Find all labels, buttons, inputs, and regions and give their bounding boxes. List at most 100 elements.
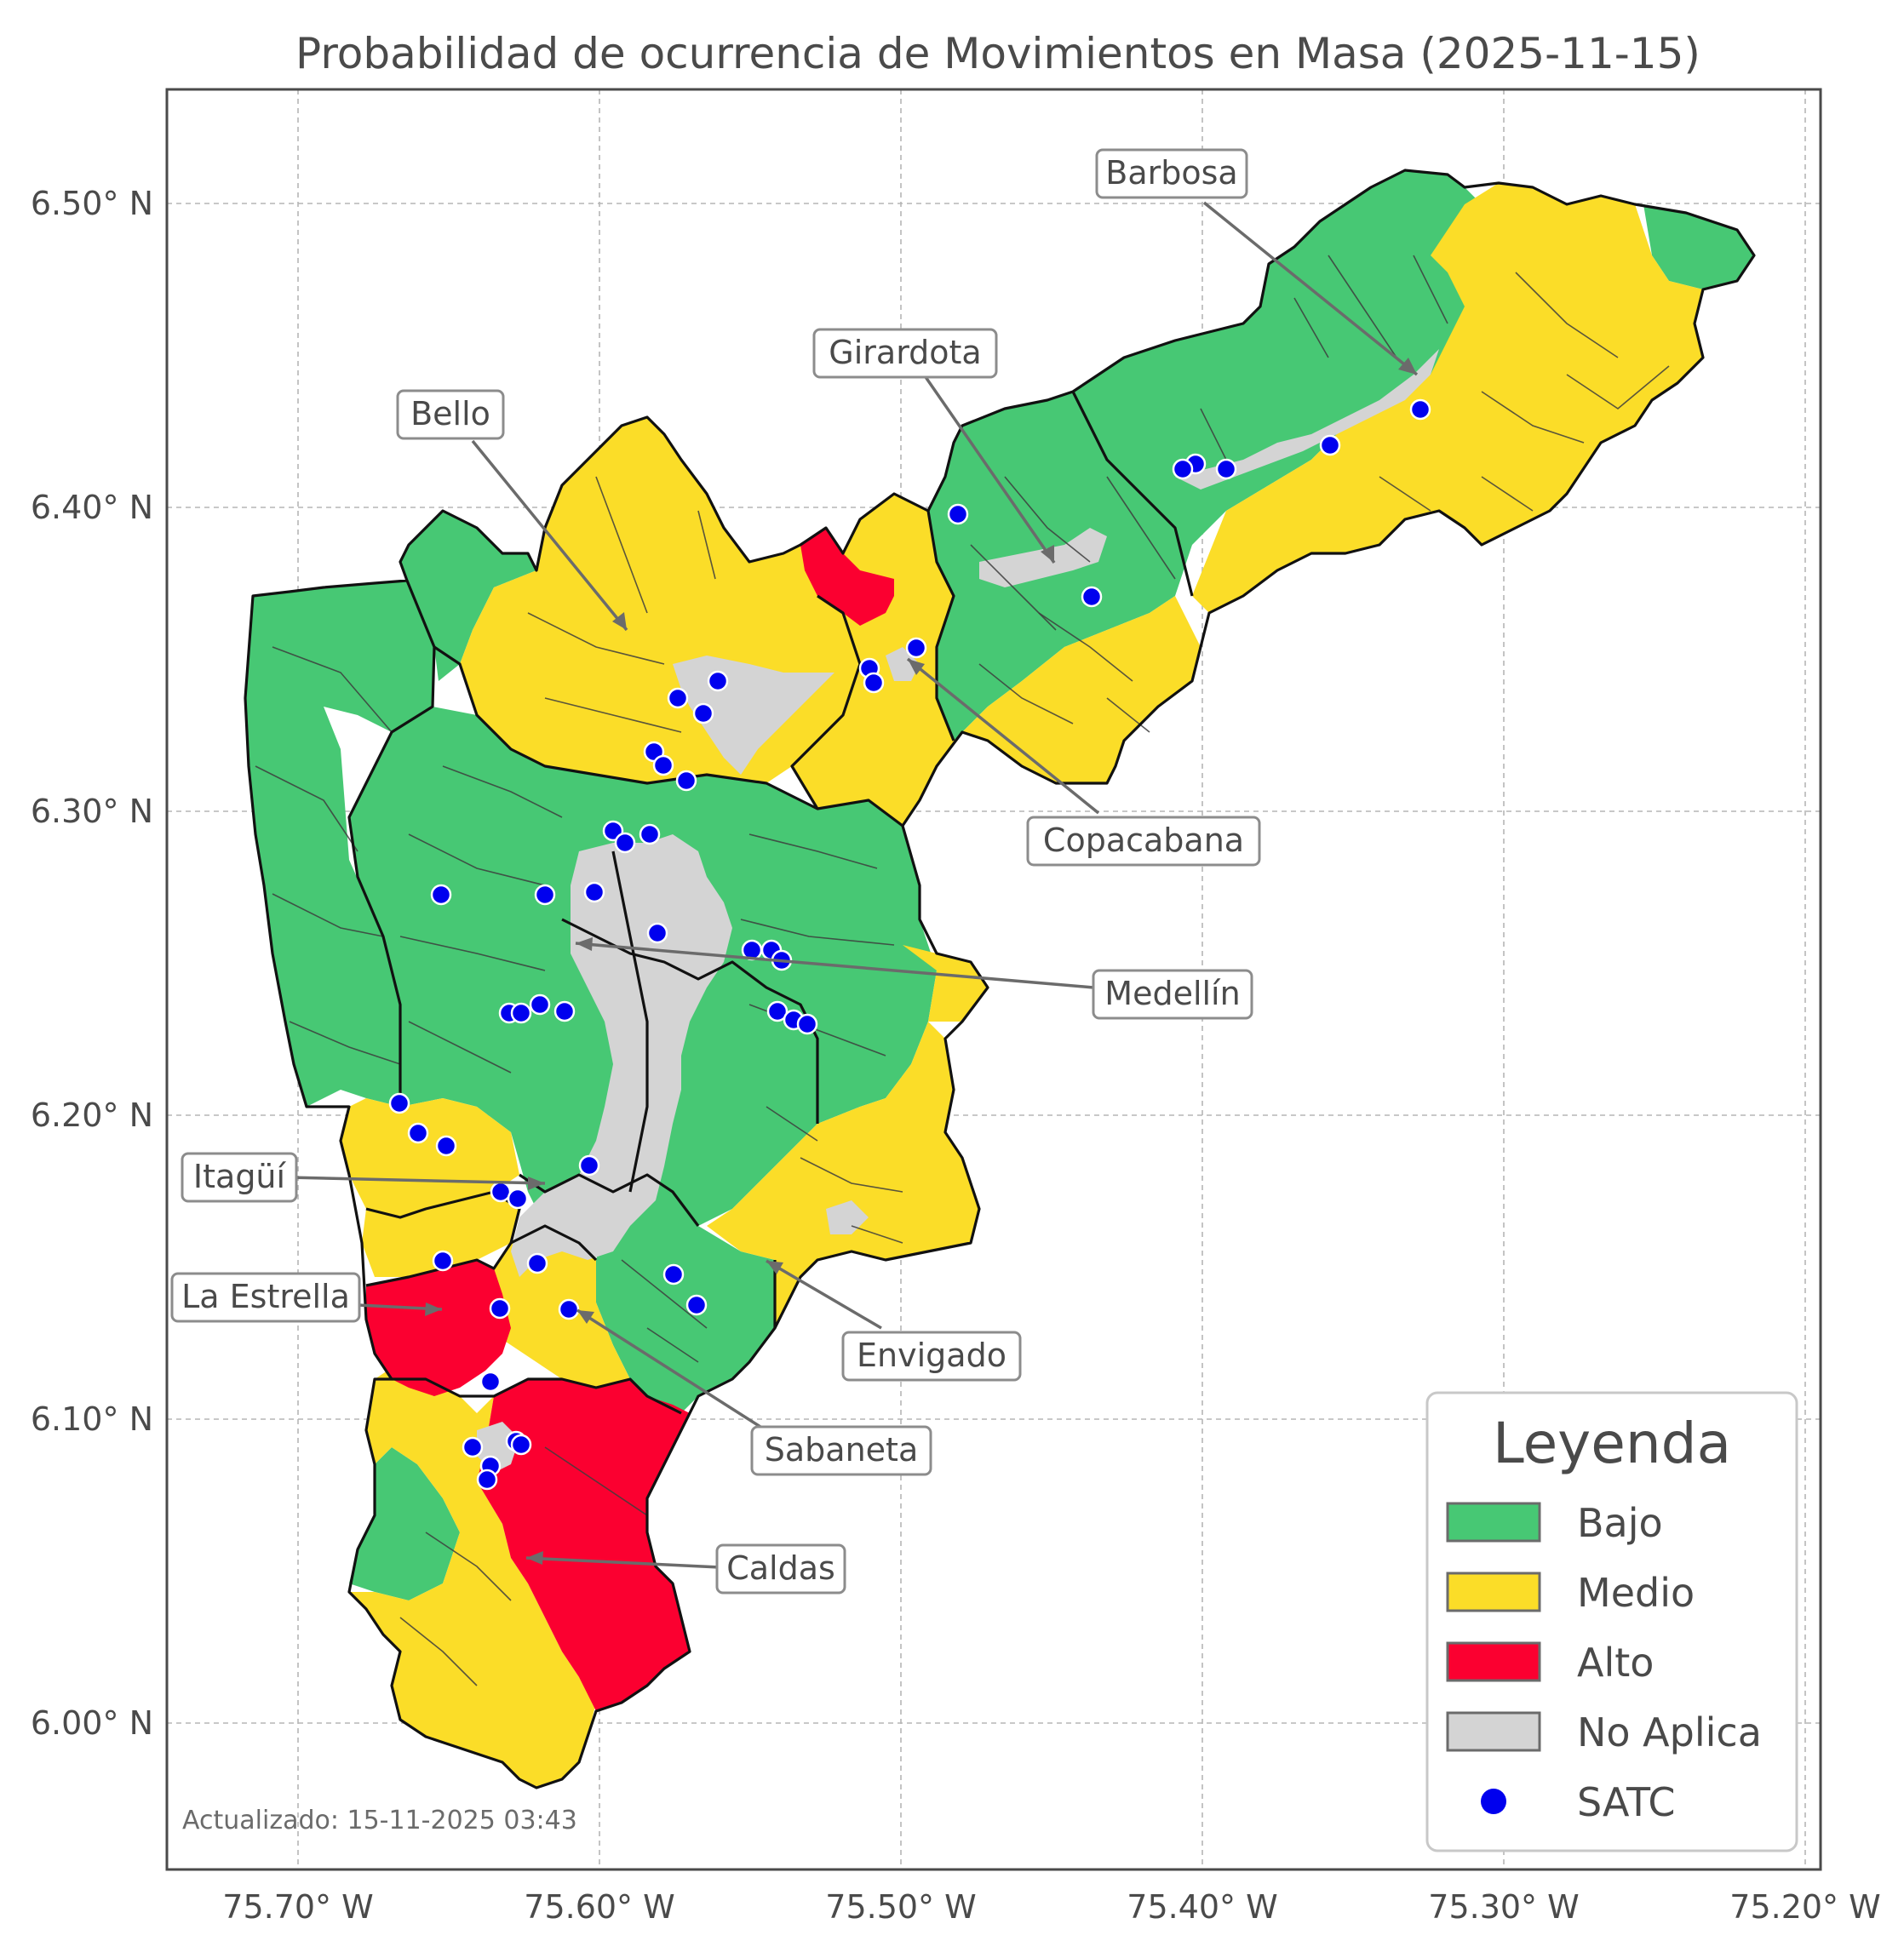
satc-station[interactable] [407, 1122, 429, 1144]
satc-station[interactable] [667, 687, 689, 709]
satc-station[interactable] [529, 993, 551, 1016]
satc-station[interactable] [583, 881, 605, 903]
legend-title: Leyenda [1493, 1411, 1731, 1476]
satc-station[interactable] [652, 754, 674, 776]
zone-bajo-caldas-west [349, 1447, 460, 1600]
label-envigado: Envigado [857, 1337, 1006, 1374]
satc-station[interactable] [558, 1298, 580, 1320]
zone-no-aplica-medellin [511, 834, 732, 1277]
satc-station[interactable] [534, 884, 556, 906]
label-itagui: Itagüí [193, 1158, 287, 1195]
legend-satc-marker [1481, 1789, 1506, 1814]
x-axis-ticks: 75.70° W 75.60° W 75.50° W 75.40° W 75.3… [222, 1888, 1880, 1926]
satc-station[interactable] [662, 1263, 685, 1285]
satc-station[interactable] [507, 1188, 529, 1210]
zone-medio-copacabana [792, 494, 1201, 826]
satc-station[interactable] [1081, 586, 1103, 608]
zone-no-aplica-barbosa [1175, 349, 1439, 490]
x-tick-label: 75.70° W [222, 1888, 373, 1926]
zone-medio-envigado [707, 1022, 979, 1328]
satc-station[interactable] [430, 884, 452, 906]
satc-station[interactable] [479, 1371, 502, 1393]
satc-station[interactable] [614, 832, 636, 854]
axes-frame [165, 88, 1822, 1871]
zone-bajo-northeast [1643, 204, 1754, 289]
satc-station[interactable] [578, 1154, 600, 1177]
legend-swatch-medio [1446, 1572, 1541, 1612]
x-tick-label: 75.50° W [825, 1888, 976, 1926]
satc-station[interactable] [526, 1252, 548, 1274]
label-barbosa: Barbosa [1105, 154, 1237, 192]
satc-station[interactable] [639, 823, 661, 845]
satc-station[interactable] [435, 1135, 457, 1157]
legend-swatch-no-aplica [1446, 1711, 1541, 1752]
label-la-estrella: La Estrella [181, 1278, 350, 1315]
satc-station[interactable] [388, 1092, 410, 1114]
zone-medio-barbosa [1192, 183, 1703, 613]
annotation-arrows [287, 201, 1419, 1569]
satc-station[interactable] [489, 1297, 511, 1320]
label-sabaneta: Sabaneta [765, 1431, 918, 1469]
y-tick-label: 6.30° N [31, 793, 153, 830]
satc-station[interactable] [1215, 458, 1237, 480]
legend-label-medio: Medio [1577, 1570, 1695, 1616]
legend-label-satc: SATC [1577, 1779, 1675, 1825]
satc-station[interactable] [462, 1436, 484, 1458]
satc-station[interactable] [646, 922, 668, 944]
satc-station[interactable] [553, 1000, 576, 1022]
zone-no-aplica-girardota [979, 528, 1107, 587]
zone-bajo-north [928, 170, 1507, 741]
satc-stations [388, 398, 1431, 1491]
vereda-boundaries [255, 255, 1670, 1686]
legend-label-alto: Alto [1577, 1640, 1654, 1686]
label-medellin: Medellín [1104, 975, 1240, 1012]
x-tick-label: 75.30° W [1428, 1888, 1579, 1926]
satc-station[interactable] [766, 1000, 789, 1022]
label-caldas: Caldas [726, 1549, 835, 1587]
satc-station[interactable] [490, 1181, 512, 1203]
risk-zones-alto [366, 528, 894, 1711]
label-girardota: Girardota [829, 334, 981, 371]
x-tick-label: 75.40° W [1127, 1888, 1277, 1926]
zone-no-aplica-envigado-high [826, 1200, 869, 1234]
satc-station[interactable] [685, 1294, 708, 1316]
y-tick-label: 6.50° N [31, 185, 153, 222]
municipality-labels: Barbosa Girardota Bello Copacabana Medel… [170, 148, 1261, 1595]
satc-station[interactable] [476, 1469, 498, 1491]
map-title: Probabilidad de ocurrencia de Movimiento… [295, 29, 1700, 78]
y-tick-label: 6.20° N [31, 1096, 153, 1134]
satc-station[interactable] [510, 1434, 532, 1456]
y-tick-label: 6.40° N [31, 489, 153, 526]
y-axis-ticks: 6.50° N 6.40° N 6.30° N 6.20° N 6.10° N … [31, 185, 153, 1742]
legend-label-no-aplica: No Aplica [1577, 1709, 1762, 1755]
satc-station[interactable] [905, 637, 927, 659]
satc-station[interactable] [692, 702, 714, 724]
y-tick-label: 6.00° N [31, 1704, 153, 1742]
legend-swatch-alto [1446, 1641, 1541, 1682]
updated-timestamp: Actualizado: 15-11-2025 03:43 [182, 1806, 577, 1835]
x-tick-label: 75.60° W [524, 1888, 674, 1926]
zone-medio-laestrella-north [362, 1192, 519, 1277]
zone-bajo-west [245, 581, 434, 1107]
zone-alto-laestrella [366, 1260, 511, 1396]
legend-label-bajo: Bajo [1577, 1500, 1663, 1546]
zone-medio-itagui [341, 1098, 519, 1217]
label-bello: Bello [410, 395, 490, 432]
satc-station[interactable] [1172, 458, 1194, 480]
satc-station[interactable] [707, 670, 729, 692]
satc-station[interactable] [947, 503, 969, 525]
satc-station[interactable] [432, 1250, 454, 1272]
zone-medio-sabaneta [477, 1226, 630, 1388]
satc-station[interactable] [675, 770, 697, 792]
zone-medio-east [903, 945, 988, 1022]
satc-station[interactable] [863, 672, 885, 694]
label-copacabana: Copacabana [1043, 822, 1244, 859]
satc-station[interactable] [510, 1002, 532, 1024]
zone-medio-caldas [349, 1362, 596, 1788]
legend: Leyenda Bajo Medio Alto No Aplica SATC [1425, 1391, 1798, 1852]
satc-station[interactable] [1409, 398, 1431, 421]
satc-station[interactable] [796, 1013, 818, 1035]
satc-station[interactable] [1319, 434, 1341, 456]
x-tick-label: 75.20° W [1729, 1888, 1880, 1926]
